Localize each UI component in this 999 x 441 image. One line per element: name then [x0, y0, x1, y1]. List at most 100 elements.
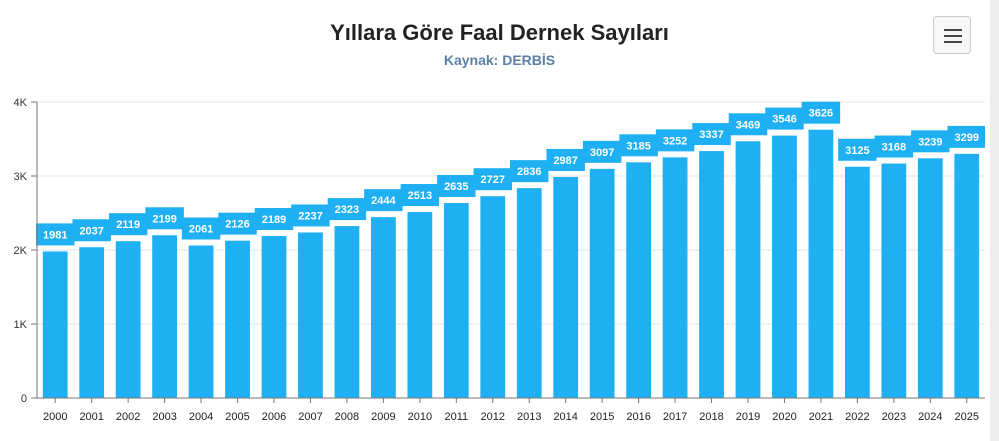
x-tick-label: 2016	[626, 411, 650, 423]
chart-menu-button[interactable]	[933, 16, 971, 54]
x-tick-label: 2025	[955, 411, 979, 423]
data-label-box	[911, 130, 950, 153]
data-label-box	[108, 213, 148, 236]
data-label-box	[400, 184, 440, 207]
x-tick-label: 2022	[845, 411, 869, 423]
bar	[480, 196, 506, 398]
bar	[917, 158, 943, 398]
data-label-box	[218, 212, 257, 235]
data-label: 3185	[626, 140, 650, 152]
data-label: 3097	[590, 147, 614, 159]
data-label-box	[582, 140, 622, 163]
x-tick-label: 2017	[663, 411, 687, 423]
scrollbar[interactable]	[990, 0, 999, 441]
bar	[589, 168, 615, 398]
data-label: 2727	[481, 174, 505, 186]
data-label: 2126	[225, 219, 249, 231]
x-tick-label: 2020	[772, 411, 796, 423]
bar	[42, 251, 68, 398]
bar	[954, 153, 980, 398]
bar	[844, 166, 870, 398]
data-label-box	[510, 160, 549, 183]
data-label: 3125	[845, 145, 869, 157]
bar	[443, 203, 469, 398]
data-label: 2199	[152, 213, 176, 225]
x-tick-label: 2023	[882, 411, 906, 423]
hamburger-menu-icon-bar	[944, 41, 962, 43]
x-tick-label: 2014	[553, 411, 577, 423]
x-tick-label: 2003	[152, 411, 176, 423]
chart-subtitle: Kaynak: DERBİS	[443, 52, 556, 68]
data-label: 3546	[772, 114, 796, 126]
data-label: 2444	[371, 195, 396, 207]
bar	[334, 226, 360, 398]
x-tick-label: 2004	[189, 411, 213, 423]
data-label: 2061	[189, 223, 213, 235]
data-label-box	[145, 207, 184, 230]
x-tick-label: 2024	[918, 411, 942, 423]
bar	[516, 188, 542, 398]
x-tick-label: 2001	[79, 411, 103, 423]
chart-title: Yıllara Göre Faal Dernek Sayıları	[330, 20, 669, 45]
data-label: 2237	[298, 210, 322, 222]
x-tick-label: 2015	[590, 411, 614, 423]
bar	[261, 236, 287, 398]
data-label-box	[437, 175, 476, 198]
data-label-box	[181, 217, 221, 240]
data-label: 2513	[408, 190, 432, 202]
bar	[662, 157, 688, 398]
data-label-box	[801, 101, 841, 124]
data-label: 3299	[955, 132, 979, 144]
data-label-box	[692, 123, 731, 146]
data-label: 3239	[918, 136, 942, 148]
bar	[553, 176, 579, 398]
x-tick-label: 2013	[517, 411, 541, 423]
bar	[881, 163, 907, 398]
data-label-box	[619, 134, 658, 157]
y-tick-label: 3K	[14, 171, 28, 183]
bar	[152, 235, 178, 398]
data-label-box	[364, 189, 403, 212]
data-label-box	[765, 107, 804, 130]
data-label: 2189	[262, 214, 286, 226]
x-tick-label: 2008	[335, 411, 359, 423]
bar	[626, 162, 652, 398]
data-label: 3469	[736, 119, 760, 131]
x-tick-label: 2021	[809, 411, 833, 423]
y-tick-label: 2K	[14, 245, 28, 257]
bar	[188, 245, 214, 398]
data-label-box	[36, 223, 75, 246]
data-label-box	[291, 204, 330, 227]
bar	[735, 141, 761, 398]
data-label: 3252	[663, 135, 687, 147]
data-label: 2119	[116, 219, 140, 231]
bar	[699, 151, 724, 398]
data-label-box	[874, 135, 914, 158]
data-label-box	[838, 138, 877, 161]
data-label-box	[947, 125, 985, 148]
data-label: 2635	[444, 181, 468, 193]
data-label: 2037	[79, 225, 103, 237]
bar	[370, 217, 396, 398]
data-label: 2987	[553, 155, 577, 167]
bar	[225, 240, 250, 398]
data-label-box	[473, 168, 512, 191]
data-label-box	[327, 198, 367, 221]
data-label-box	[655, 129, 695, 152]
bar	[298, 232, 323, 398]
x-tick-label: 2000	[43, 411, 67, 423]
hamburger-menu-icon	[944, 29, 962, 31]
x-tick-label: 2019	[736, 411, 760, 423]
bar	[808, 129, 834, 398]
data-label: 3626	[809, 108, 833, 120]
x-tick-label: 2011	[444, 411, 468, 423]
x-tick-label: 2007	[298, 411, 322, 423]
x-tick-label: 2010	[408, 411, 432, 423]
data-label: 3337	[699, 129, 723, 141]
data-label-box	[728, 113, 768, 136]
y-tick-label: 4K	[14, 97, 28, 109]
x-tick-label: 2006	[262, 411, 286, 423]
x-tick-label: 2005	[225, 411, 249, 423]
x-tick-label: 2012	[481, 411, 505, 423]
